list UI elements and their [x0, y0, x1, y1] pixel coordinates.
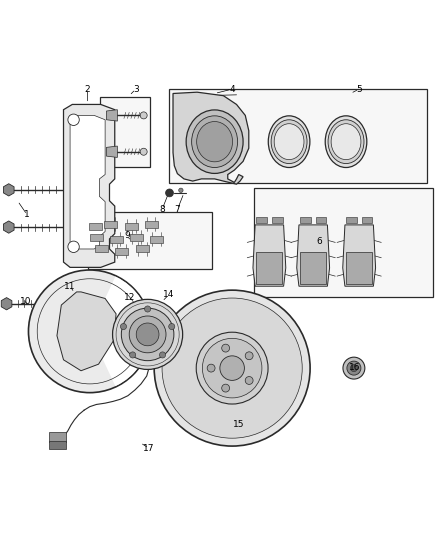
Ellipse shape [186, 110, 243, 173]
Circle shape [145, 306, 151, 312]
Circle shape [179, 188, 183, 192]
Bar [254, 188, 433, 297]
Bar [95, 246, 108, 253]
Bar [150, 236, 163, 243]
Bar [300, 217, 311, 223]
Polygon shape [257, 253, 282, 284]
Circle shape [154, 290, 310, 446]
Text: 6: 6 [317, 237, 323, 246]
Circle shape [166, 189, 173, 197]
Polygon shape [4, 184, 14, 196]
Polygon shape [297, 225, 329, 286]
Polygon shape [300, 253, 326, 284]
Circle shape [169, 324, 175, 329]
Text: 1: 1 [24, 211, 30, 219]
Text: 2: 2 [85, 85, 90, 94]
Ellipse shape [271, 120, 307, 164]
Circle shape [28, 270, 151, 393]
Bar [100, 96, 150, 167]
Bar [256, 217, 267, 223]
Circle shape [121, 308, 174, 361]
Text: 7: 7 [174, 205, 180, 214]
Wedge shape [90, 277, 150, 386]
Ellipse shape [328, 120, 364, 164]
Ellipse shape [192, 116, 237, 167]
Text: 15: 15 [233, 419, 244, 429]
Text: 14: 14 [163, 290, 174, 300]
Circle shape [350, 365, 357, 372]
Bar [130, 233, 143, 241]
Circle shape [140, 112, 147, 119]
Polygon shape [106, 146, 117, 157]
Polygon shape [4, 221, 14, 233]
Bar [90, 233, 103, 241]
Ellipse shape [331, 124, 361, 159]
Polygon shape [64, 104, 115, 268]
Text: 3: 3 [133, 85, 139, 94]
Circle shape [222, 344, 230, 352]
Circle shape [140, 148, 147, 155]
Polygon shape [346, 253, 372, 284]
Bar [272, 217, 283, 223]
Text: 5: 5 [356, 85, 362, 94]
Bar [89, 223, 102, 230]
Polygon shape [1, 297, 12, 310]
Circle shape [162, 298, 302, 438]
Circle shape [343, 357, 365, 379]
Text: 11: 11 [64, 282, 76, 290]
Text: 16: 16 [349, 363, 360, 372]
Text: 10: 10 [20, 297, 31, 306]
Circle shape [347, 361, 361, 375]
Circle shape [196, 332, 268, 404]
Text: 8: 8 [159, 205, 165, 214]
Text: 12: 12 [124, 293, 135, 302]
Polygon shape [106, 110, 117, 121]
Circle shape [245, 376, 253, 384]
Circle shape [202, 338, 262, 398]
Ellipse shape [325, 116, 367, 167]
Circle shape [207, 364, 215, 372]
Text: 17: 17 [143, 444, 155, 453]
Circle shape [68, 114, 79, 125]
Text: 9: 9 [124, 231, 130, 240]
Polygon shape [57, 292, 116, 371]
Circle shape [120, 324, 127, 329]
Text: 4: 4 [230, 85, 235, 94]
Bar [88, 212, 212, 269]
Polygon shape [49, 432, 66, 442]
Bar [104, 221, 117, 228]
Circle shape [245, 352, 253, 360]
Bar [316, 217, 326, 223]
Circle shape [129, 316, 166, 353]
Circle shape [159, 352, 166, 358]
Bar [169, 89, 427, 183]
Polygon shape [70, 115, 105, 249]
Polygon shape [253, 225, 286, 286]
Bar [145, 221, 158, 228]
Polygon shape [343, 225, 375, 286]
Circle shape [220, 356, 244, 381]
Ellipse shape [268, 116, 310, 167]
Bar [110, 236, 123, 243]
Bar [115, 248, 128, 255]
Bar [49, 441, 66, 449]
Circle shape [222, 384, 230, 392]
Circle shape [68, 241, 79, 253]
Bar [136, 246, 149, 253]
Bar [125, 223, 138, 230]
Ellipse shape [274, 124, 304, 159]
Bar [362, 217, 372, 223]
Circle shape [130, 352, 136, 358]
Bar [346, 217, 357, 223]
Circle shape [136, 323, 159, 346]
Circle shape [113, 300, 183, 369]
Ellipse shape [197, 122, 233, 162]
Polygon shape [173, 92, 249, 184]
